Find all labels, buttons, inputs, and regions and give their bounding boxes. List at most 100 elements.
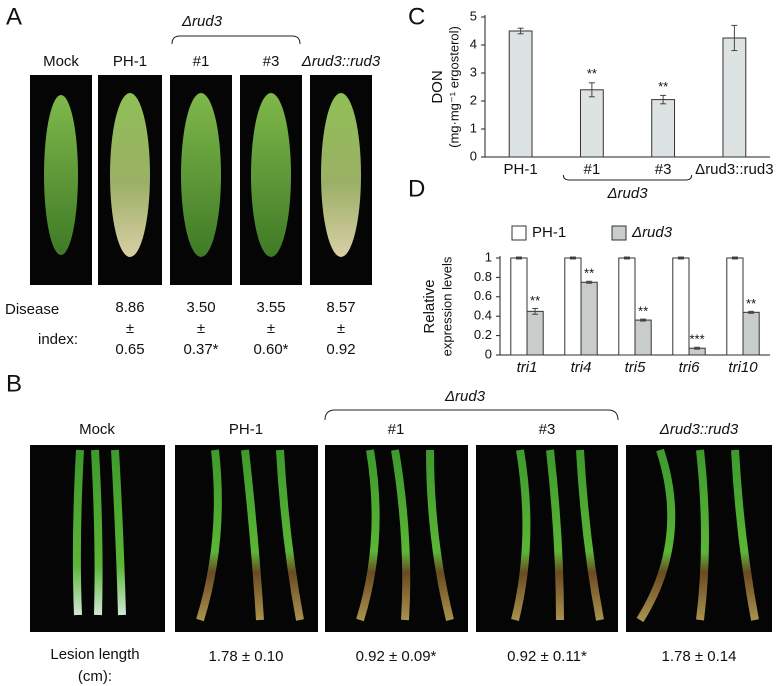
panel-letter: B <box>6 370 22 397</box>
bar <box>651 99 676 158</box>
bar <box>672 257 690 356</box>
significance: ** <box>658 79 668 94</box>
legend-label: PH-1 <box>532 224 566 241</box>
panel-letter: C <box>408 3 425 30</box>
group-bracket <box>324 409 619 421</box>
significance: ** <box>587 66 597 81</box>
y-axis-label: (mg·mg⁻¹ ergosterol) <box>446 26 461 148</box>
photo-row <box>30 75 372 285</box>
bar <box>618 257 636 356</box>
wheat-ear <box>181 93 221 257</box>
error-bar <box>532 307 539 315</box>
column-label: #3 <box>539 421 556 438</box>
group-bracket <box>171 35 301 45</box>
seedling <box>636 448 759 623</box>
seedling <box>356 449 454 622</box>
error-bar <box>517 27 524 35</box>
legend-swatch <box>511 225 527 241</box>
wheat-ear <box>321 93 361 257</box>
bar <box>726 257 744 356</box>
disease-index-sd: 0.65 <box>115 341 144 358</box>
column-label: Δrud3::rud3 <box>659 421 739 438</box>
row-label: Disease <box>5 301 59 318</box>
plus-minus: ± <box>337 320 345 337</box>
y-tick-label: 0.8 <box>474 269 492 284</box>
row-label: index: <box>38 331 78 348</box>
group-bracket <box>562 174 693 181</box>
column-label: #3 <box>263 53 280 70</box>
legend-label: Δrud3 <box>631 224 673 241</box>
x-tick-label: tri5 <box>625 359 646 376</box>
error-bar <box>748 310 755 314</box>
lesion-length: 0.92 ± 0.11* <box>507 648 587 665</box>
error-bar <box>731 256 738 260</box>
bar <box>579 89 604 158</box>
disease-index-sd: 0.92 <box>326 341 355 358</box>
bar <box>634 319 652 356</box>
y-axis-label: DON <box>429 70 446 103</box>
bar <box>722 37 747 158</box>
column-label: #1 <box>193 53 210 70</box>
bar <box>510 257 528 356</box>
lesion-length: 0.92 ± 0.09* <box>356 648 437 665</box>
legend-swatch <box>611 225 627 241</box>
y-tick-label: 1 <box>485 249 492 264</box>
y-axis-label: Relative <box>421 279 438 333</box>
column-label: PH-1 <box>229 421 263 438</box>
y-tick-label: 3 <box>470 64 477 79</box>
column-label: #1 <box>388 421 405 438</box>
error-bar <box>694 346 701 350</box>
bar <box>526 310 544 356</box>
wheat-ear <box>110 93 150 257</box>
y-tick-label: 0.6 <box>474 288 492 303</box>
error-bar <box>569 256 576 260</box>
disease-index-sd: 0.37* <box>183 341 218 358</box>
x-tick-label: tri4 <box>571 359 592 376</box>
plus-minus: ± <box>197 320 205 337</box>
x-tick-label: tri10 <box>728 359 758 376</box>
seedling <box>72 449 126 616</box>
group-label: Δrud3 <box>606 185 648 202</box>
x-tick-label: PH-1 <box>504 161 538 178</box>
plus-minus: ± <box>267 320 275 337</box>
disease-index-mean: 3.55 <box>256 299 285 316</box>
column-label: PH-1 <box>113 53 147 70</box>
seedling <box>511 449 604 621</box>
x-tick-label: Δrud3::rud3 <box>695 161 773 178</box>
panel-letter: A <box>6 3 22 30</box>
row-label: Lesion length <box>50 646 139 663</box>
y-axis-label: expression levels <box>439 256 454 356</box>
disease-index-mean: 8.86 <box>115 299 144 316</box>
error-bar <box>623 256 630 260</box>
error-bar <box>677 256 684 260</box>
group-label: Δrud3 <box>444 388 486 405</box>
disease-index-mean: 8.57 <box>326 299 355 316</box>
photo-row <box>30 445 772 632</box>
y-tick-label: 1 <box>470 120 477 135</box>
significance: ** <box>638 304 648 319</box>
bar <box>580 281 598 356</box>
significance: *** <box>690 332 705 347</box>
y-tick-label: 2 <box>470 92 477 107</box>
row-label: (cm): <box>78 668 112 685</box>
bar <box>742 311 760 356</box>
disease-index-sd: 0.60* <box>253 341 288 358</box>
error-bar <box>731 24 738 52</box>
x-tick-label: #1 <box>584 161 601 178</box>
error-bar <box>515 256 522 260</box>
column-label: Mock <box>79 421 115 438</box>
significance: ** <box>530 293 540 308</box>
error-bar <box>586 280 593 284</box>
wheat-ear <box>44 95 78 255</box>
bar <box>508 30 533 158</box>
x-tick-label: #3 <box>655 161 672 178</box>
y-tick-label: 0.4 <box>474 308 492 323</box>
error-bar <box>660 94 667 105</box>
y-tick-label: 5 <box>470 8 477 23</box>
panel-letter: D <box>408 175 425 202</box>
error-bar <box>588 82 595 98</box>
column-label: Mock <box>43 53 79 70</box>
y-tick-label: 0 <box>485 346 492 361</box>
y-tick-label: 0 <box>470 148 477 163</box>
